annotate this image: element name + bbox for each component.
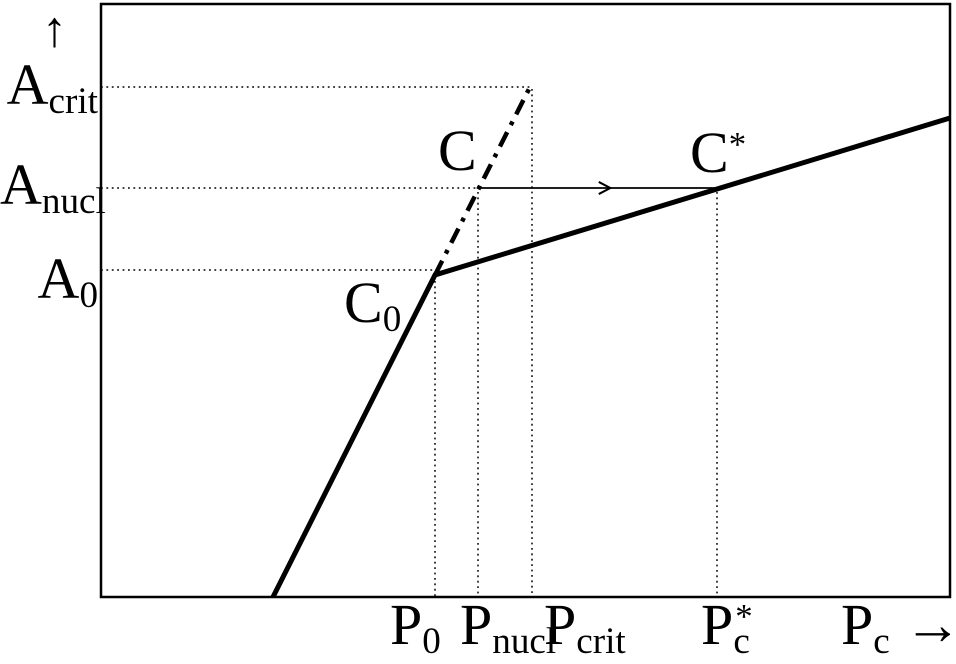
x-tick-p-c-star: P*c xyxy=(701,596,753,661)
y-tick-a-crit-main: A xyxy=(6,52,49,117)
point-label-c: C xyxy=(438,122,477,180)
point-label-c-main: C xyxy=(438,118,477,183)
x-tick-p-crit-sub: crit xyxy=(576,621,626,663)
x-axis-label-sub: c xyxy=(873,621,890,663)
y-axis-arrow-icon: ↑ xyxy=(42,1,67,57)
point-label-c-0-sub: 0 xyxy=(382,299,402,341)
x-tick-p-0: P0 xyxy=(390,596,441,661)
x-tick-p-0-sub: 0 xyxy=(422,621,441,663)
point-label-c-star-sup: * xyxy=(728,125,747,165)
x-tick-p-0-main: P xyxy=(390,592,423,657)
y-tick-a-nucl-main: A xyxy=(0,152,42,217)
point-label-c-star: C* xyxy=(690,124,746,182)
y-tick-a-0-main: A xyxy=(37,246,80,311)
x-tick-p-crit-main: P xyxy=(544,592,577,657)
plot-border xyxy=(99,2,952,599)
x-tick-p-c-star-sup: * xyxy=(735,597,753,637)
y-tick-a-crit-sub: crit xyxy=(48,81,98,123)
x-axis-label-main: P xyxy=(841,592,874,657)
x-tick-p-c-star-main: P xyxy=(701,592,734,657)
y-tick-a-nucl-sub: nucl xyxy=(41,181,106,223)
y-tick-a-crit: Acrit xyxy=(0,56,98,121)
equilibrium-curve xyxy=(270,115,951,599)
x-tick-p-c-star-sub: c xyxy=(733,621,750,663)
y-tick-a-0: A0 xyxy=(0,250,98,315)
point-label-c-star-main: C xyxy=(690,120,729,185)
x-tick-p-crit: Pcrit xyxy=(544,596,626,661)
y-tick-a-nucl: Anucl xyxy=(0,156,106,221)
x-axis-arrow-icon: → xyxy=(903,592,956,657)
x-tick-p-nucl-main: P xyxy=(460,592,493,657)
x-axis-label: Pc → xyxy=(841,596,956,661)
x-tick-p-nucl-sub: nucl xyxy=(492,621,557,663)
point-label-c-0-main: C xyxy=(344,270,383,335)
point-label-c-0: C0 xyxy=(344,274,401,339)
x-tick-p-nucl: Pnucl xyxy=(460,596,556,661)
y-tick-a-0-sub: 0 xyxy=(79,275,98,317)
